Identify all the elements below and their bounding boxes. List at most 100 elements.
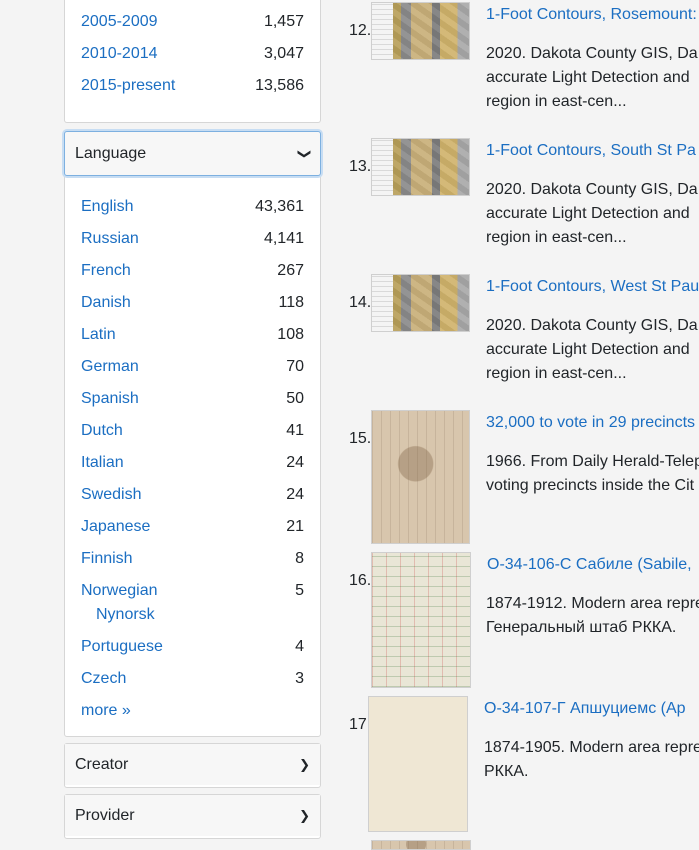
result-thumbnail[interactable] xyxy=(371,840,471,850)
date-facet-panel: 2005-2009 1,457 2010-2014 3,047 2015-pre… xyxy=(64,0,321,123)
facet-item-label[interactable]: Norwegian Nynorsk xyxy=(81,579,191,627)
result-description: 2020. Dakota County GIS, Da accurate Lig… xyxy=(486,178,698,250)
facet-item[interactable]: Swedish 24 xyxy=(81,483,304,507)
result-number: 17. xyxy=(349,716,372,733)
facet-item[interactable]: German 70 xyxy=(81,355,304,379)
facet-item-count: 4 xyxy=(295,638,304,655)
result-description-line: region in east-cen... xyxy=(486,229,627,246)
result-description-line: region in east-cen... xyxy=(486,365,627,382)
chevron-right-icon: ❯ xyxy=(299,756,310,772)
facet-item[interactable]: English 43,361 xyxy=(81,195,304,219)
result-thumbnail[interactable] xyxy=(371,2,470,60)
result-description-line: 2020. Dakota County GIS, Da xyxy=(486,181,698,198)
facet-item-label[interactable]: Portuguese xyxy=(81,638,163,655)
more-link[interactable]: more » xyxy=(81,702,131,719)
facet-title: Creator xyxy=(75,755,129,773)
facet-item-label[interactable]: Japanese xyxy=(81,518,151,535)
facet-item-count: 118 xyxy=(278,294,304,311)
facet-item-label[interactable]: Latin xyxy=(81,326,116,343)
facet-item[interactable]: 2010-2014 3,047 xyxy=(81,42,304,66)
result-description-line: voting precincts inside the Cit xyxy=(486,477,695,494)
more-link-row: more » xyxy=(81,699,304,723)
facet-item-label-line1[interactable]: Norwegian xyxy=(81,582,158,599)
result-description: 1966. From Daily Herald-Telep voting pre… xyxy=(486,450,699,498)
provider-facet-toggle[interactable]: Provider ❯ xyxy=(65,795,320,836)
facet-title: Language xyxy=(75,144,147,162)
result-description-line: accurate Light Detection and xyxy=(486,205,690,222)
facet-item-label[interactable]: Spanish xyxy=(81,390,139,407)
facet-item-count: 21 xyxy=(286,518,304,535)
result-number: 16. xyxy=(349,572,372,589)
provider-facet-panel: Provider ❯ xyxy=(64,794,321,839)
result-thumbnail[interactable] xyxy=(368,696,468,832)
facet-item-count: 24 xyxy=(286,454,304,471)
result-number: 12. xyxy=(349,22,372,39)
facet-item-label[interactable]: English xyxy=(81,198,134,215)
result-description: 2020. Dakota County GIS, Da accurate Lig… xyxy=(486,42,698,114)
result-title-link[interactable]: 1-Foot Contours, West St Pau xyxy=(486,278,699,295)
facet-item-label-line2[interactable]: Nynorsk xyxy=(96,606,155,623)
facet-item[interactable]: Japanese 21 xyxy=(81,515,304,539)
facet-item-label[interactable]: 2015-present xyxy=(81,77,176,94)
facet-item[interactable]: Czech 3 xyxy=(81,667,304,691)
result-description-line: РККА. xyxy=(484,763,529,780)
facet-item-label[interactable]: Finnish xyxy=(81,550,133,567)
facet-item-count: 24 xyxy=(286,486,304,503)
result-description: 2020. Dakota County GIS, Da accurate Lig… xyxy=(486,314,698,386)
facet-item[interactable]: 2005-2009 1,457 xyxy=(81,10,304,34)
result-description-line: accurate Light Detection and xyxy=(486,69,690,86)
language-facet-panel: Language ❯ English 43,361 Russian 4,141 Fr… xyxy=(64,131,321,737)
facet-item-label[interactable]: Russian xyxy=(81,230,139,247)
facet-item-label[interactable]: 2005-2009 xyxy=(81,13,158,30)
facet-item-count: 5 xyxy=(295,582,304,599)
facet-title: Provider xyxy=(75,806,135,824)
facet-item[interactable]: Finnish 8 xyxy=(81,547,304,571)
facet-item[interactable]: Portuguese 4 xyxy=(81,635,304,659)
facet-item[interactable]: Russian 4,141 xyxy=(81,227,304,251)
facet-item-label[interactable]: Swedish xyxy=(81,486,142,503)
result-title-link[interactable]: 32,000 to vote in 29 precincts xyxy=(486,414,696,431)
facet-item[interactable]: Spanish 50 xyxy=(81,387,304,411)
facet-item-label[interactable]: Dutch xyxy=(81,422,123,439)
facet-item-count: 4,141 xyxy=(263,230,304,247)
result-title-link[interactable]: 1-Foot Contours, Rosemount: xyxy=(486,6,697,23)
facet-item-count: 1,457 xyxy=(263,13,304,30)
result-number: 15. xyxy=(349,430,372,447)
facet-item-label[interactable]: 2010-2014 xyxy=(81,45,158,62)
result-description-line: 2020. Dakota County GIS, Da xyxy=(486,45,698,62)
facet-item[interactable]: Danish 118 xyxy=(81,291,304,315)
facet-item[interactable]: Italian 24 xyxy=(81,451,304,475)
result-number: 13. xyxy=(349,158,372,175)
result-description-line: region in east-cen... xyxy=(486,93,627,110)
facet-item-label[interactable]: French xyxy=(81,262,131,279)
result-thumbnail[interactable] xyxy=(371,410,470,544)
result-title-link[interactable]: O-34-106-С Сабиле (Sabile, xyxy=(487,556,692,573)
result-thumbnail[interactable] xyxy=(371,274,470,332)
result-description-line: 2020. Dakota County GIS, Da xyxy=(486,317,698,334)
result-thumbnail[interactable] xyxy=(371,552,471,688)
result-description-line: 1874-1905. Modern area repre xyxy=(484,739,699,756)
result-description-line: 1966. From Daily Herald-Telep xyxy=(486,453,699,470)
result-number: 14. xyxy=(349,294,372,311)
result-title-link[interactable]: 1-Foot Contours, South St Pa xyxy=(486,142,696,159)
result-title-link[interactable]: O-34-107-Г Апшуциемс (Ap xyxy=(484,700,686,717)
facet-item[interactable]: Norwegian Nynorsk 5 xyxy=(81,579,304,627)
facet-item-count: 108 xyxy=(277,326,304,343)
facet-item[interactable]: French 267 xyxy=(81,259,304,283)
result-description-line: accurate Light Detection and xyxy=(486,341,690,358)
result-thumbnail[interactable] xyxy=(371,138,470,196)
facet-item-label[interactable]: Czech xyxy=(81,670,127,687)
facet-item[interactable]: Latin 108 xyxy=(81,323,304,347)
creator-facet-toggle[interactable]: Creator ❯ xyxy=(65,744,320,785)
result-description-line: 1874-1912. Modern area repre xyxy=(486,595,699,612)
facet-item-count: 70 xyxy=(286,358,304,375)
facet-item-label[interactable]: Danish xyxy=(81,294,131,311)
facet-item[interactable]: Dutch 41 xyxy=(81,419,304,443)
chevron-down-icon: ❯ xyxy=(297,148,313,159)
chevron-right-icon: ❯ xyxy=(299,807,310,823)
language-facet-toggle[interactable]: Language ❯ xyxy=(64,131,321,176)
facet-item[interactable]: 2015-present 13,586 xyxy=(81,74,304,98)
facet-item-count: 41 xyxy=(286,422,304,439)
facet-item-label[interactable]: German xyxy=(81,358,139,375)
facet-item-label[interactable]: Italian xyxy=(81,454,124,471)
